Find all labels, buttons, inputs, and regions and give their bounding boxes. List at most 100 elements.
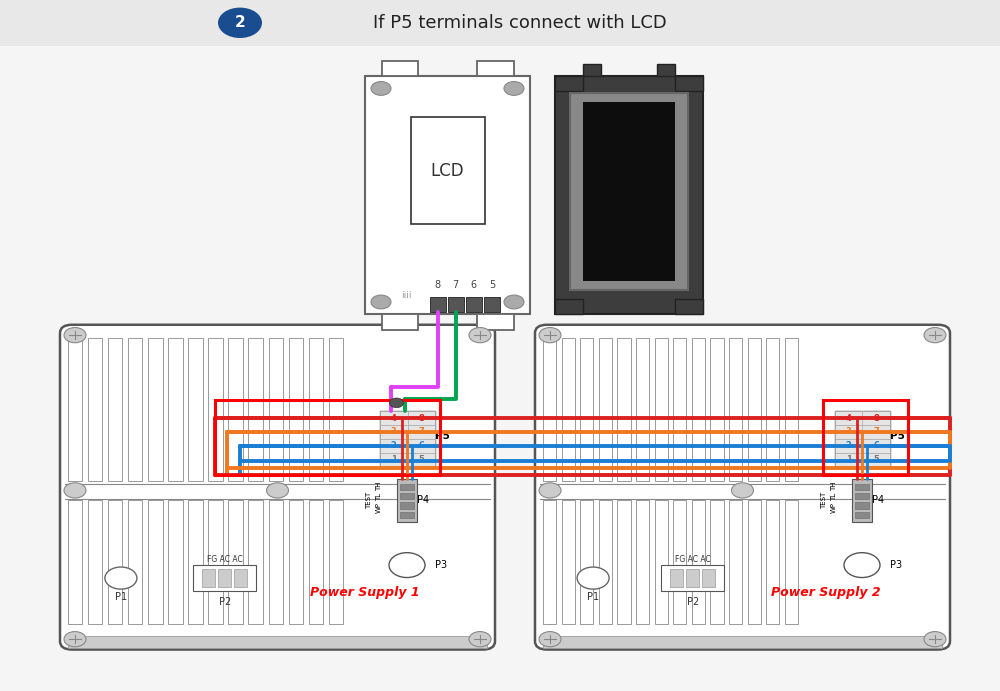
Text: Power Supply 2: Power Supply 2 [771, 586, 880, 599]
Bar [675, 76, 703, 91]
Text: TH: TH [376, 482, 382, 491]
Text: 7: 7 [418, 427, 424, 437]
Bar [862, 425, 890, 439]
Bar [188, 500, 203, 623]
Bar [380, 411, 408, 425]
Bar [380, 425, 408, 439]
Bar [655, 338, 668, 481]
Text: P5: P5 [890, 431, 904, 441]
Bar [835, 453, 862, 466]
Bar [580, 338, 593, 481]
Bar [710, 500, 724, 623]
Bar [583, 102, 675, 281]
Text: Power Supply 1: Power Supply 1 [310, 586, 419, 599]
Text: 4: 4 [846, 413, 852, 423]
Bar [686, 569, 699, 587]
Bar [289, 500, 303, 623]
Bar [852, 479, 872, 522]
Bar [636, 338, 649, 481]
Bar [599, 500, 612, 623]
Bar [168, 338, 183, 481]
Circle shape [371, 82, 391, 95]
Text: 1: 1 [391, 455, 397, 464]
Bar [766, 338, 779, 481]
Bar [68, 338, 82, 481]
Bar [382, 61, 418, 76]
Circle shape [924, 632, 946, 647]
Bar [835, 425, 862, 439]
Text: 7: 7 [873, 427, 879, 437]
Text: 2: 2 [391, 441, 397, 451]
Bar [655, 500, 668, 623]
Bar [692, 338, 705, 481]
Text: 6: 6 [471, 281, 477, 290]
Bar [670, 569, 683, 587]
Bar [555, 299, 583, 314]
Text: LCD: LCD [431, 162, 464, 180]
Bar [785, 338, 798, 481]
Circle shape [218, 8, 262, 38]
Bar [862, 453, 890, 466]
Bar [380, 411, 435, 466]
Bar [400, 493, 414, 500]
Bar [748, 338, 761, 481]
Bar [148, 500, 163, 623]
Bar [400, 512, 414, 518]
Text: P3: P3 [890, 560, 902, 570]
Text: TL: TL [831, 493, 837, 502]
Bar [855, 512, 869, 518]
Bar [855, 493, 869, 500]
Circle shape [924, 328, 946, 343]
Text: TL: TL [376, 493, 382, 502]
Circle shape [64, 328, 86, 343]
Bar [400, 502, 414, 509]
Bar [408, 453, 435, 466]
Circle shape [390, 398, 404, 408]
Bar [692, 500, 705, 623]
Bar [408, 425, 435, 439]
Text: 1: 1 [846, 455, 852, 464]
Bar [88, 338, 102, 481]
Bar [785, 500, 798, 623]
Bar [329, 500, 343, 623]
Text: 5: 5 [418, 455, 424, 464]
Text: 6: 6 [418, 441, 424, 451]
Bar [408, 439, 435, 453]
Circle shape [371, 295, 391, 309]
Bar [408, 411, 435, 425]
Bar [766, 500, 779, 623]
FancyBboxPatch shape [535, 325, 950, 650]
Bar [382, 314, 418, 330]
Bar [269, 500, 283, 623]
Bar [193, 565, 256, 591]
Bar [657, 64, 675, 76]
Bar [234, 569, 247, 587]
Text: 6: 6 [873, 441, 879, 451]
Bar [583, 64, 601, 76]
Bar [228, 338, 243, 481]
Text: P3: P3 [435, 560, 447, 570]
Bar [835, 411, 890, 466]
FancyBboxPatch shape [60, 325, 495, 650]
Bar [636, 500, 649, 623]
Bar [855, 502, 869, 509]
Bar [562, 338, 575, 481]
Bar [862, 439, 890, 453]
Bar [218, 569, 231, 587]
Text: P2: P2 [687, 597, 699, 607]
Text: P4: P4 [872, 495, 884, 505]
Text: 8: 8 [418, 413, 424, 423]
Bar [675, 299, 703, 314]
Bar [555, 76, 703, 314]
Circle shape [504, 82, 524, 95]
Bar [862, 411, 890, 425]
Bar [729, 338, 742, 481]
Bar [88, 500, 102, 623]
Bar [108, 500, 122, 623]
Circle shape [389, 553, 425, 578]
Text: P2: P2 [219, 597, 231, 607]
Bar [710, 338, 724, 481]
Bar [68, 636, 487, 648]
Bar [466, 297, 482, 312]
Bar [570, 93, 688, 290]
